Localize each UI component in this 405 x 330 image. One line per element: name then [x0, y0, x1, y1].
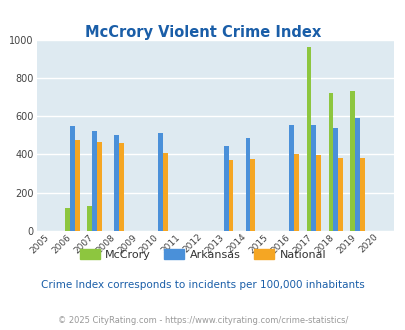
Bar	[354, 118, 359, 231]
Text: © 2025 CityRating.com - https://www.cityrating.com/crime-statistics/: © 2025 CityRating.com - https://www.city…	[58, 315, 347, 325]
Bar	[350, 91, 354, 231]
Bar	[228, 160, 233, 231]
Bar	[245, 138, 250, 231]
Bar	[97, 142, 102, 231]
Bar	[359, 158, 364, 231]
Text: Crime Index corresponds to incidents per 100,000 inhabitants: Crime Index corresponds to incidents per…	[41, 280, 364, 290]
Bar	[158, 133, 162, 231]
Text: McCrory Violent Crime Index: McCrory Violent Crime Index	[85, 25, 320, 40]
Bar	[65, 208, 70, 231]
Bar	[294, 154, 298, 231]
Bar	[75, 140, 80, 231]
Bar	[114, 135, 119, 231]
Bar	[289, 125, 294, 231]
Bar	[162, 153, 167, 231]
Bar	[70, 126, 75, 231]
Legend: McCrory, Arkansas, National: McCrory, Arkansas, National	[75, 245, 330, 264]
Bar	[250, 159, 255, 231]
Bar	[311, 125, 315, 231]
Bar	[328, 93, 333, 231]
Bar	[306, 47, 311, 231]
Bar	[337, 158, 342, 231]
Bar	[315, 155, 320, 231]
Bar	[92, 130, 97, 231]
Bar	[333, 128, 337, 231]
Bar	[87, 206, 92, 231]
Bar	[223, 146, 228, 231]
Bar	[119, 143, 124, 231]
